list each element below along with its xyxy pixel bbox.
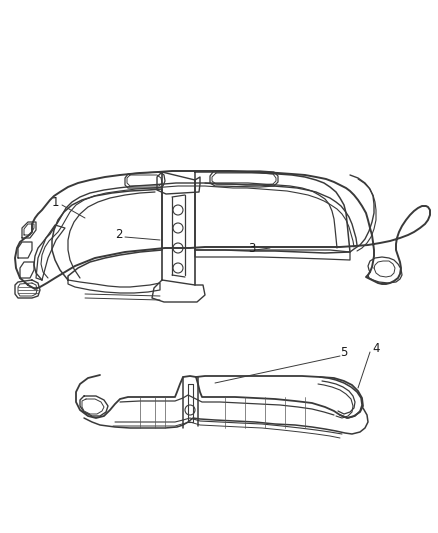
Text: 1: 1 — [52, 196, 60, 208]
Text: 5: 5 — [340, 345, 347, 359]
Text: 4: 4 — [372, 342, 379, 354]
Text: 2: 2 — [115, 229, 123, 241]
Text: 3: 3 — [248, 241, 255, 254]
